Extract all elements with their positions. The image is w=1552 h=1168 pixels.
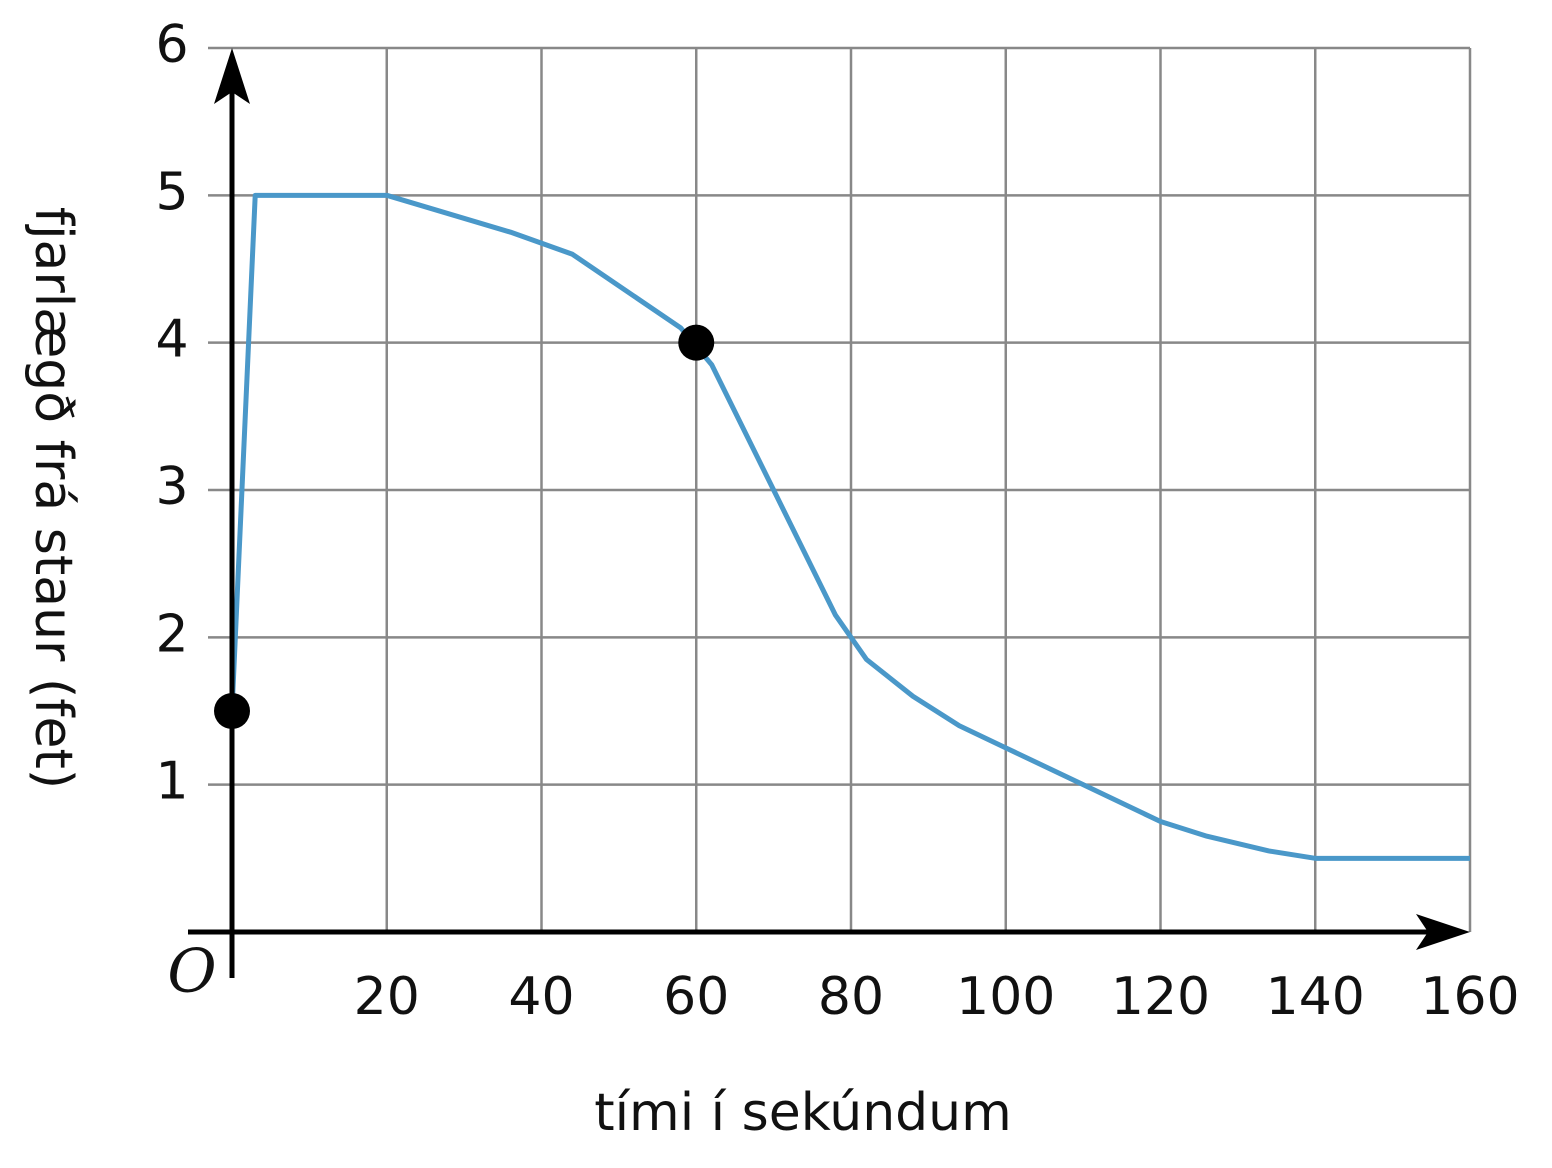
y-tick-label: 5 xyxy=(155,162,188,222)
y-arrow xyxy=(214,48,250,104)
point xyxy=(214,693,250,729)
point xyxy=(678,324,715,361)
x-arrow xyxy=(1416,914,1470,950)
grid xyxy=(208,46,1472,932)
y-tick-label: 4 xyxy=(155,310,188,370)
x-tick-label: 140 xyxy=(1266,967,1365,1027)
x-axis-label: tími í sekúndum xyxy=(594,1083,1012,1143)
x-tick-label: 100 xyxy=(956,967,1055,1027)
plot xyxy=(229,192,1470,861)
y-tick-label: 3 xyxy=(155,457,188,517)
x-tick-label: 20 xyxy=(354,967,420,1027)
y-tick-label: 6 xyxy=(155,15,188,75)
x-tick-label: 120 xyxy=(1111,967,1210,1027)
x-tick-label: 160 xyxy=(1420,967,1519,1027)
x-tick-label: 80 xyxy=(818,967,884,1027)
x-tick-label: 40 xyxy=(508,967,574,1027)
x-tick-label: 60 xyxy=(663,967,729,1027)
y-tick-label: 2 xyxy=(155,604,188,664)
origin-label: O xyxy=(167,937,216,1007)
data-line xyxy=(229,192,1470,861)
y-tick-label: 1 xyxy=(155,752,188,812)
y-axis-label: fjarlægð frá staur (fet) xyxy=(23,207,83,789)
